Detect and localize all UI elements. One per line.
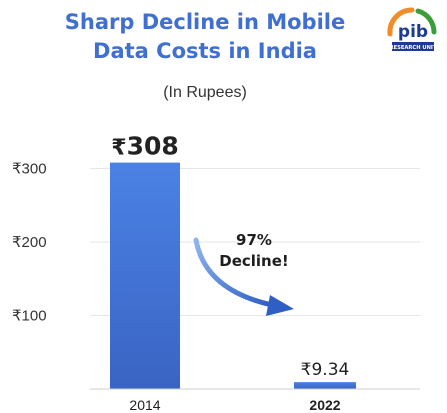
decline-arrowhead: [266, 295, 294, 316]
x-axis-tick-labels: 2014 2022: [129, 397, 340, 413]
data-labels-layer: ₹308 ₹9.34: [111, 132, 349, 380]
x-tick-label-2014: 2014: [129, 397, 160, 413]
decline-arrow: [193, 237, 275, 308]
data-label-2022: ₹9.34: [301, 360, 350, 380]
bar-2022: [294, 382, 356, 389]
pib-logo: pib RESEARCH UNIT: [387, 7, 437, 51]
y-tick-label-300: ₹300: [12, 161, 47, 178]
logo-subtext: RESEARCH UNIT: [390, 45, 437, 51]
chart-title: Sharp Decline in Mobile Data Costs in In…: [40, 8, 370, 66]
annotation-decline: Decline!: [219, 252, 289, 270]
bars-layer: [110, 162, 356, 389]
y-tick-label-200: ₹200: [12, 234, 47, 251]
logo-saffron-arc: [387, 7, 415, 37]
data-label-2014: ₹308: [111, 132, 179, 161]
logo-text: pib: [398, 22, 428, 42]
annotation-percent: 97%: [236, 231, 272, 249]
y-tick-label-100: ₹100: [12, 308, 47, 325]
logo-green-arc: [415, 8, 437, 35]
bar-2014: [110, 162, 180, 389]
title-line-2: Data Costs in India: [93, 39, 317, 63]
chart-subtitle: (In Rupees): [163, 84, 247, 101]
logo-band: [392, 42, 434, 51]
y-axis-tick-labels: ₹100 ₹200 ₹300: [12, 161, 47, 325]
x-tick-label-2022: 2022: [309, 397, 340, 413]
title-line-1: Sharp Decline in Mobile: [64, 10, 346, 34]
